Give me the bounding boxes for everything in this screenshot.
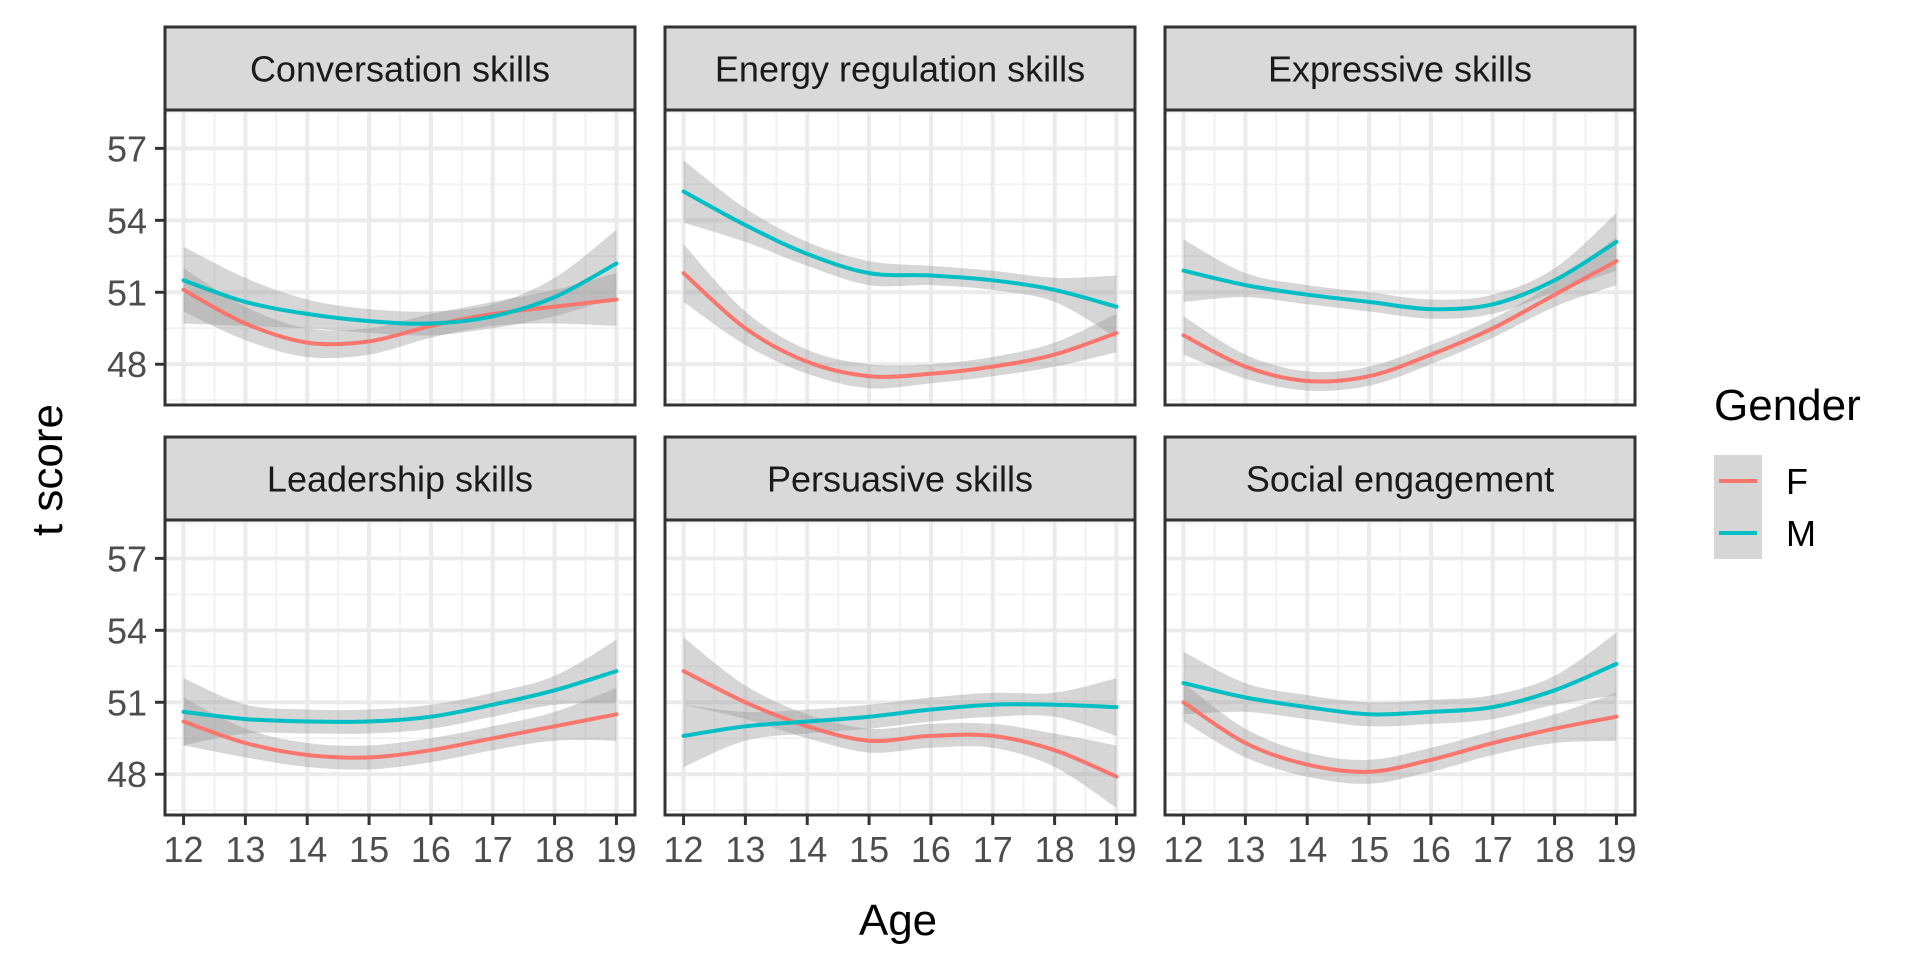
x-tick-label: 19 [1596, 829, 1636, 870]
x-tick-label: 17 [1473, 829, 1513, 870]
panel-title: Persuasive skills [767, 459, 1033, 500]
panel-title: Leadership skills [267, 459, 533, 500]
panel-leadership-skills: Leadership skills [163, 435, 637, 817]
y-tick-label: 54 [107, 200, 147, 241]
x-tick-label: 15 [849, 829, 889, 870]
chart-panels: Conversation skills Energy regulation ski… [163, 25, 1637, 817]
panel-title: Expressive skills [1268, 49, 1532, 90]
panel-strip [663, 25, 1137, 112]
y-tick-label: 48 [107, 754, 147, 795]
series-line-m [681, 702, 1119, 738]
x-tick-label: 15 [1349, 829, 1389, 870]
series-line-f [681, 669, 1119, 779]
y-tick-label: 57 [107, 538, 147, 579]
x-axis: 12 13 14 15 16 17 18 19 12 13 14 15 16 17 18 19 12 13 14 15… [164, 815, 1636, 870]
x-tick-label: 18 [1035, 829, 1075, 870]
x-tick-label: 19 [596, 829, 636, 870]
confidence-band-m [683, 678, 1117, 767]
series-line-f [1181, 700, 1619, 774]
confidence-band-m [183, 639, 617, 746]
panel-title: Energy regulation skills [715, 49, 1085, 90]
x-tick-label: 12 [664, 829, 704, 870]
y-tick-label: 54 [107, 610, 147, 651]
panel-grid [165, 110, 635, 405]
x-tick-label: 13 [1225, 829, 1265, 870]
panel-persuasive-skills: Persuasive skills [663, 435, 1137, 817]
panel-energy-regulation-skills: Energy regulation skills [663, 25, 1137, 407]
series-line-m [181, 669, 619, 724]
y-tick-label: 57 [107, 128, 147, 169]
legend-entry-m: M [1714, 507, 1816, 559]
confidence-band-f [183, 687, 617, 770]
confidence-band-f [683, 244, 1117, 389]
x-tick-label: 17 [973, 829, 1013, 870]
confidence-band-f [183, 268, 617, 359]
x-tick-label: 18 [535, 829, 575, 870]
panel-strip [663, 435, 1137, 522]
x-tick-label: 14 [287, 829, 327, 870]
x-tick-label: 15 [349, 829, 389, 870]
panel-border [163, 108, 637, 407]
panel-border [663, 108, 1137, 407]
confidence-band-f [1183, 237, 1617, 391]
panel-strip [163, 25, 637, 112]
panel-grid [165, 520, 635, 815]
x-tick-label: 16 [1411, 829, 1451, 870]
x-tick-label: 14 [1287, 829, 1327, 870]
panel-border [663, 518, 1137, 817]
x-tick-label: 17 [473, 829, 513, 870]
panel-grid [1165, 520, 1635, 815]
legend-label: M [1786, 513, 1816, 554]
x-tick-label: 13 [225, 829, 265, 870]
legend: Gender FM [1714, 381, 1861, 559]
legend-title: Gender [1714, 381, 1861, 430]
panel-expressive-skills: Expressive skills [1163, 25, 1637, 407]
series-line-m [1181, 239, 1619, 312]
panel-border [163, 518, 637, 817]
x-tick-label: 12 [1164, 829, 1204, 870]
series-line-f [1181, 259, 1619, 384]
panel-grid [1165, 110, 1635, 405]
series-line-f [181, 712, 619, 760]
y-axis-title: t score [23, 404, 72, 536]
x-tick-label: 18 [1535, 829, 1575, 870]
panel-strip [163, 435, 637, 522]
series-line-f [681, 271, 1119, 379]
x-tick-label: 12 [164, 829, 204, 870]
panel-conversation-skills: Conversation skills [163, 25, 637, 407]
panel-border [1163, 108, 1637, 407]
x-tick-label: 16 [911, 829, 951, 870]
panel-title: Conversation skills [250, 49, 550, 90]
panel-border [1163, 518, 1637, 817]
x-axis-title: Age [859, 896, 937, 945]
confidence-band-m [183, 229, 617, 336]
y-tick-label: 51 [107, 682, 147, 723]
x-tick-label: 19 [1096, 829, 1136, 870]
x-tick-label: 13 [725, 829, 765, 870]
series-line-f [181, 287, 619, 347]
confidence-band-m [683, 160, 1117, 338]
panel-strip [1163, 25, 1637, 112]
panel-social-engagement: Social engagement [1163, 435, 1637, 817]
series-line-m [181, 261, 619, 326]
panel-title: Social engagement [1246, 459, 1554, 500]
y-tick-label: 51 [107, 272, 147, 313]
legend-label: F [1786, 461, 1808, 502]
y-axis: 48 51 54 57 48 51 54 57 [107, 128, 165, 795]
series-line-m [1181, 661, 1619, 717]
x-tick-label: 14 [787, 829, 827, 870]
series-line-m [681, 189, 1119, 309]
y-tick-label: 48 [107, 344, 147, 385]
x-tick-label: 16 [411, 829, 451, 870]
legend-entry-f: F [1714, 455, 1808, 507]
